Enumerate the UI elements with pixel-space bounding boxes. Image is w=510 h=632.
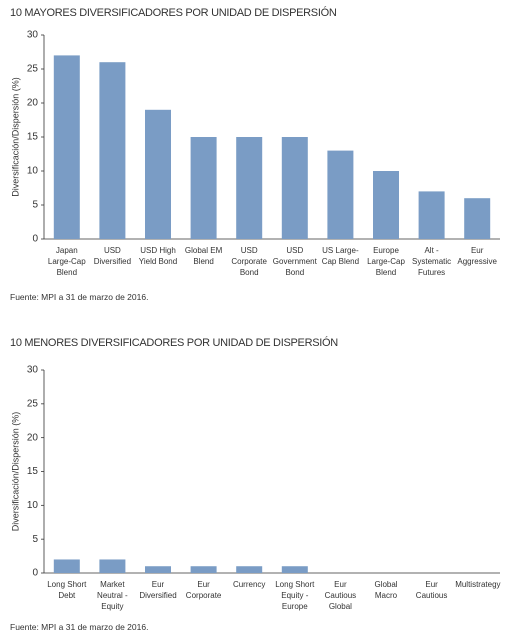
- x-tick-label: Long Short Equity - Europe: [275, 580, 315, 611]
- bar: [190, 137, 217, 239]
- y-tick-label: 0: [32, 568, 38, 579]
- x-tick-label: Eur Cautious Global: [324, 580, 357, 611]
- bar: [53, 559, 80, 573]
- y-tick-label: 25: [27, 398, 39, 409]
- x-tick-label: Multistrategy: [455, 580, 501, 589]
- x-tick-label: Eur Aggressive: [457, 246, 497, 266]
- y-axis-label: Diversificación/Dispersión (%): [10, 77, 20, 197]
- bar: [145, 109, 171, 239]
- y-tick-label: 0: [32, 234, 38, 245]
- x-tick-label: Eur Diversified: [139, 580, 177, 600]
- bar: [99, 559, 126, 573]
- x-tick-label: Europe Large-Cap Blend: [367, 246, 405, 277]
- x-tick-label: USD High Yield Bond: [138, 246, 178, 266]
- y-tick-label: 30: [27, 30, 39, 41]
- chart-title: 10 MENORES DIVERSIFICADORES POR UNIDAD D…: [10, 337, 338, 349]
- y-tick-label: 10: [27, 166, 39, 177]
- y-tick-label: 25: [27, 64, 39, 75]
- source-note: Fuente: MPI a 31 de marzo de 2016.: [10, 622, 149, 632]
- y-tick-label: 30: [27, 365, 39, 376]
- bar: [464, 198, 491, 239]
- x-tick-label: Eur Corporate: [185, 580, 222, 600]
- bar: [327, 150, 354, 239]
- x-tick-label: Eur Cautious: [415, 580, 448, 600]
- bar: [145, 566, 171, 573]
- y-axis-label: Diversificación/Dispersión (%): [10, 412, 20, 532]
- y-tick-label: 5: [32, 534, 38, 545]
- x-tick-label: USD Diversified: [93, 246, 132, 266]
- bar: [190, 566, 217, 573]
- y-tick-label: 5: [32, 200, 38, 211]
- y-tick-label: 20: [27, 98, 39, 109]
- y-tick-label: 10: [27, 500, 39, 511]
- bar: [236, 137, 263, 239]
- x-tick-label: Market Neutral - Equity: [97, 580, 128, 611]
- x-tick-label: Global Macro: [374, 580, 398, 600]
- y-tick-label: 15: [27, 466, 39, 477]
- x-tick-label: Japan Large-Cap Blend: [47, 246, 86, 277]
- x-tick-label: Long Short Debt: [47, 580, 87, 600]
- y-tick-label: 15: [27, 132, 39, 143]
- bar: [99, 62, 126, 240]
- chart-title: 10 MAYORES DIVERSIFICADORES POR UNIDAD D…: [10, 7, 337, 19]
- source-note: Fuente: MPI a 31 de marzo de 2016.: [10, 292, 149, 302]
- x-tick-label: Global EM Blend: [184, 246, 223, 266]
- bar: [53, 55, 80, 240]
- bar: [236, 566, 263, 573]
- bar: [281, 566, 308, 573]
- x-tick-label: USD Government Bond: [272, 246, 317, 277]
- bar: [281, 137, 308, 239]
- bar: [418, 191, 445, 239]
- x-tick-label: USD Corporate Bond: [231, 246, 267, 277]
- x-tick-label: Alt - Systematic Futures: [412, 246, 452, 277]
- x-tick-label: US Large-Cap Blend: [321, 246, 360, 266]
- x-tick-label: Currency: [232, 580, 266, 589]
- y-tick-label: 20: [27, 432, 39, 443]
- bar: [373, 171, 399, 239]
